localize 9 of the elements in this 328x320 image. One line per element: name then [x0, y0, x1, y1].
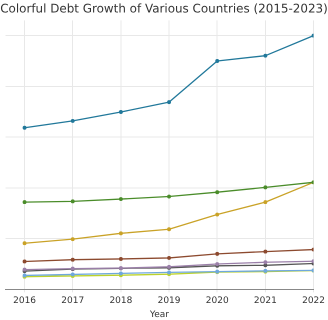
x-tick-label: 2020 [206, 296, 229, 306]
x-tick-label: 2017 [61, 296, 84, 306]
x-axis-title: Year [148, 310, 170, 320]
chart-title: Colorful Debt Growth of Various Countries (2015-2023) [0, 1, 328, 16]
x-tick-label: 2016 [13, 296, 36, 306]
x-tick-label: 2021 [254, 296, 277, 306]
x-tick-label: 2019 [158, 296, 181, 306]
x-tick-label: 2018 [109, 296, 133, 306]
x-tick-label: 2022 [302, 296, 325, 306]
